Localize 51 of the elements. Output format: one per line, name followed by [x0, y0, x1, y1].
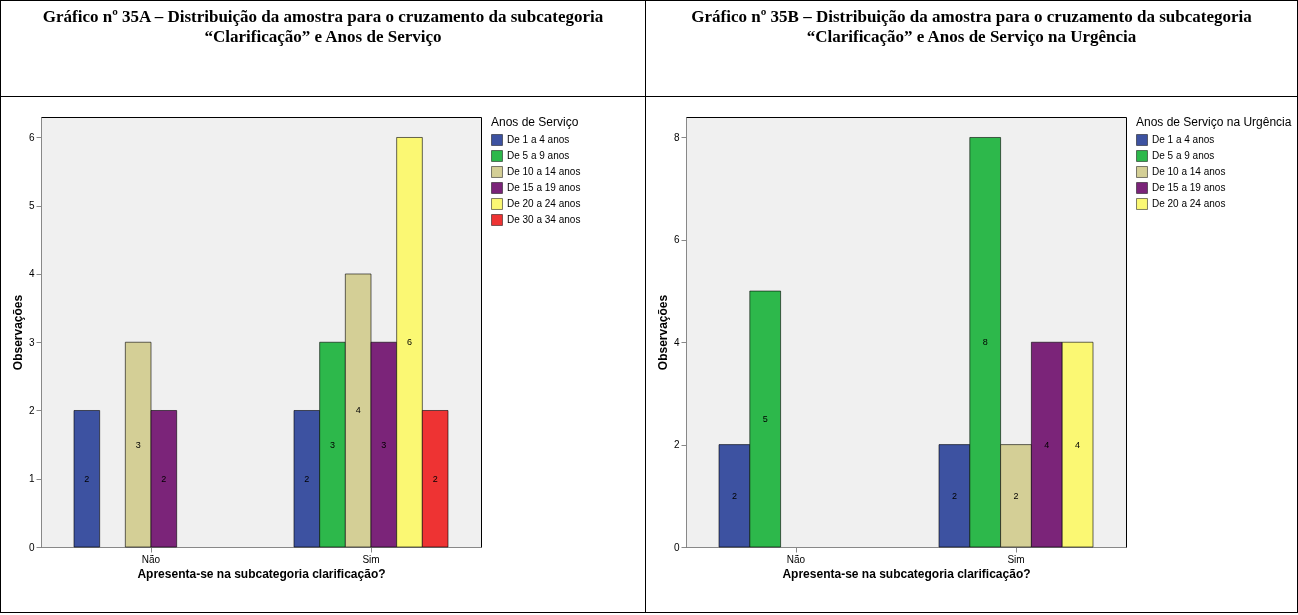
legend-label: De 20 a 24 anos [1152, 198, 1226, 209]
y-tick-label: 4 [673, 336, 680, 348]
legend-label: De 1 a 4 anos [1152, 134, 1215, 145]
x-tick-label: Sim [1007, 553, 1025, 565]
legend-label: De 1 a 4 anos [507, 134, 570, 145]
data-label: 2 [951, 490, 957, 501]
chart-title: Gráfico nº 35A – Distribuição da amostra para o cruzamento da subcategoria “Clarificação” e Anos de Serviço [0, 0, 646, 97]
legend-title: Anos de Serviço [491, 115, 579, 129]
data-label: 2 [304, 473, 310, 484]
legend-label: De 10 a 14 anos [1152, 166, 1226, 177]
y-tick-label: 3 [28, 336, 35, 348]
y-tick-label: 0 [673, 541, 680, 553]
x-axis-title: Apresenta-se na subcategoria clarificação? [782, 566, 1031, 581]
x-tick-label: Sim [362, 553, 380, 565]
x-axis-title: Apresenta-se na subcategoria clarificação? [137, 566, 386, 581]
data-label: 5 [762, 414, 768, 425]
y-tick-label: 6 [28, 131, 35, 143]
legend-label: De 15 a 19 anos [507, 182, 581, 193]
data-label: 4 [1044, 439, 1050, 450]
data-label: 6 [406, 337, 413, 348]
data-label: 2 [1013, 490, 1019, 501]
legend-label: De 30 a 34 anos [507, 214, 581, 225]
y-tick-label: 8 [673, 131, 680, 143]
data-label: 3 [381, 439, 387, 450]
data-label: 8 [982, 337, 988, 348]
legend-label: De 10 a 14 anos [507, 166, 581, 177]
data-label: 2 [84, 473, 90, 484]
x-tick-label: Não [786, 553, 806, 565]
legend-label: De 5 a 9 anos [1152, 150, 1215, 161]
y-tick-label: 4 [28, 268, 35, 280]
chart-title: Gráfico nº 35B – Distribuição da amostra para o cruzamento da subcategoria “Clarificação” e Anos de Serviço na Urgência [645, 0, 1298, 97]
y-axis-title: Observações [655, 294, 670, 371]
data-label: 4 [1075, 439, 1081, 450]
data-label: 2 [731, 490, 737, 501]
y-tick-label: 2 [28, 404, 35, 416]
y-tick-label: 1 [28, 473, 35, 485]
data-label: 3 [135, 439, 141, 450]
data-label: 2 [161, 473, 167, 484]
y-tick-label: 2 [673, 439, 680, 451]
y-tick-label: 6 [673, 234, 680, 246]
legend-title: Anos de Serviço na Urgência [1136, 115, 1292, 129]
y-axis-title: Observações [10, 294, 25, 371]
data-label: 4 [355, 405, 361, 416]
x-tick-label: Não [141, 553, 161, 565]
y-tick-label: 0 [28, 541, 35, 553]
legend-label: De 20 a 24 anos [507, 198, 581, 209]
data-label: 2 [432, 473, 438, 484]
legend-label: De 5 a 9 anos [507, 150, 570, 161]
data-label: 3 [329, 439, 336, 450]
y-tick-label: 5 [28, 200, 35, 212]
legend-label: De 15 a 19 anos [1152, 182, 1226, 193]
